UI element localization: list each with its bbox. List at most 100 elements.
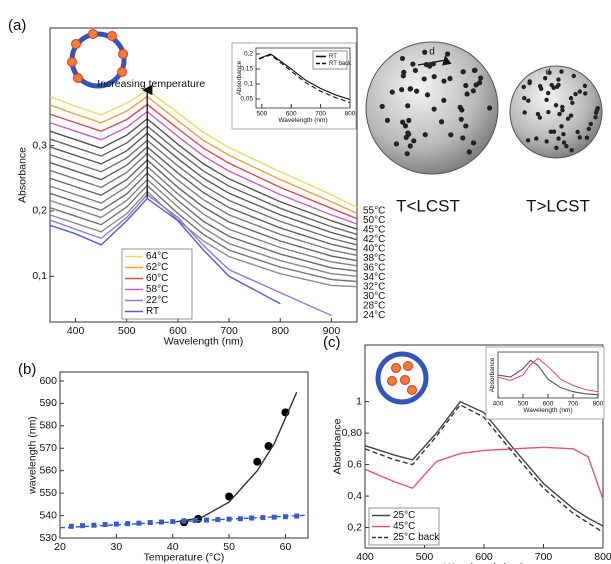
sphere-dot — [414, 89, 419, 94]
sphere-dot — [562, 140, 566, 144]
labeled-curve — [50, 153, 357, 255]
x-tick-label: 800 — [594, 551, 611, 563]
sphere-dot — [578, 89, 582, 93]
x-axis-label: Temperature (°C) — [144, 552, 225, 564]
sphere-dot — [566, 116, 570, 120]
labeled-curve — [50, 191, 357, 286]
sphere-dot — [555, 85, 559, 89]
legend-label: 64°C — [146, 251, 168, 262]
sphere-label: T>LCST — [526, 196, 590, 215]
sphere-dot — [559, 69, 563, 73]
sphere-dot — [561, 132, 565, 136]
sphere-dot — [390, 89, 395, 94]
y-tick-label: 530 — [39, 532, 57, 544]
y-tick-label: 0,1 — [244, 81, 253, 88]
sphere-dot — [471, 88, 476, 93]
legend-label: RT back — [329, 61, 352, 67]
sphere-dot — [404, 135, 409, 140]
sphere-dot — [394, 141, 399, 146]
sphere-dot — [550, 83, 554, 87]
panel-label: (a) — [8, 17, 26, 34]
labeled-curve — [50, 119, 357, 229]
y-tick-label: 600 — [39, 375, 57, 387]
y-tick-label: 570 — [39, 442, 57, 454]
sphere-dot — [401, 73, 406, 78]
x-axis-label: Wavelength (nm) — [523, 407, 572, 414]
sphere-dot — [403, 123, 408, 128]
sphere-dot — [526, 99, 530, 103]
sphere-dot — [559, 124, 563, 128]
x-tick-label: 800 — [593, 401, 604, 408]
sphere-dot — [422, 76, 427, 81]
sphere-dot — [547, 71, 551, 75]
y-tick-label: 0,2 — [32, 205, 47, 217]
sphere-dot — [405, 103, 410, 108]
point — [103, 522, 108, 527]
sphere-dot — [399, 87, 404, 92]
y-tick-label: 550 — [39, 487, 57, 499]
sphere-dot — [589, 122, 593, 126]
inset-chart: 400500600700800Wavelength (nm)Absorbance — [486, 347, 604, 419]
y-tick-label: 0,2 — [244, 51, 253, 58]
labeled-curve — [50, 126, 357, 234]
sphere-dot — [463, 83, 468, 88]
sphere-dot — [413, 68, 418, 73]
figure: d T<LCST d T>LCST 4005006007008009000,10… — [0, 0, 611, 564]
sphere-dot — [549, 130, 553, 134]
sphere-dot — [557, 112, 561, 116]
curve-label: 24°C — [363, 310, 385, 321]
x-tick-label: 500 — [256, 111, 267, 118]
legend-label: 62°C — [146, 262, 168, 273]
sphere-dot — [573, 92, 577, 96]
y-tick-label: 0,6 — [347, 458, 362, 470]
legend-label: 25°C back — [393, 532, 440, 543]
point — [69, 524, 74, 529]
sphere-dot — [411, 138, 416, 143]
y-tick-label: 580 — [39, 420, 57, 432]
sphere-dot — [534, 136, 538, 140]
x-tick-label: 700 — [535, 551, 553, 563]
panel-label: (c) — [323, 334, 341, 351]
x-tick-label: 800 — [271, 325, 289, 337]
sphere-dot — [522, 110, 526, 114]
x-axis-label: Wavelength (nm) — [278, 117, 327, 124]
sphere-dot — [556, 136, 560, 140]
sphere-dot — [539, 87, 543, 91]
sphere-dot — [522, 85, 526, 89]
sphere-dot — [554, 103, 558, 107]
inset-chart: 5006007008000,050,10,150,2Wavelength (nm… — [232, 43, 356, 129]
sphere-dot — [596, 106, 600, 110]
sphere-dot — [427, 63, 432, 68]
sphere-dot — [408, 143, 413, 148]
x-tick-label: 400 — [493, 401, 504, 408]
sphere-dot — [522, 96, 526, 100]
sphere-dot — [410, 62, 415, 67]
sphere-dot — [527, 81, 531, 85]
y-tick-label: 0,80 — [342, 427, 363, 439]
sphere-dot — [556, 77, 560, 81]
sphere-dot — [459, 117, 464, 122]
x-axis-label: Wavelength (nm) — [164, 336, 244, 348]
legend-label: 58°C — [146, 284, 168, 295]
y-tick-label: 590 — [39, 397, 57, 409]
sphere-dot — [408, 86, 413, 91]
chart-panel: 2030405060530540550560570580590600Temper… — [18, 361, 308, 564]
sphere-dot — [544, 98, 548, 102]
y-axis-label: wavelength (nm) — [26, 416, 38, 495]
y-axis-label: Absorbance — [236, 60, 243, 95]
sphere-dot — [400, 56, 405, 61]
particle-icon-c — [378, 354, 426, 402]
legend-label: 45°C — [393, 521, 415, 532]
legend-label: RT — [329, 54, 337, 60]
sphere-dot — [405, 151, 410, 156]
sphere-dot — [569, 96, 573, 100]
sphere-dot — [463, 123, 468, 128]
series-line — [173, 392, 297, 522]
sphere-dot — [432, 106, 437, 111]
sphere-dot — [546, 110, 550, 114]
sphere-dot — [441, 98, 446, 103]
sphere-dot — [441, 78, 446, 83]
sphere-dot — [564, 144, 568, 148]
legend-label: 60°C — [146, 273, 168, 284]
sphere-dot — [583, 91, 587, 95]
